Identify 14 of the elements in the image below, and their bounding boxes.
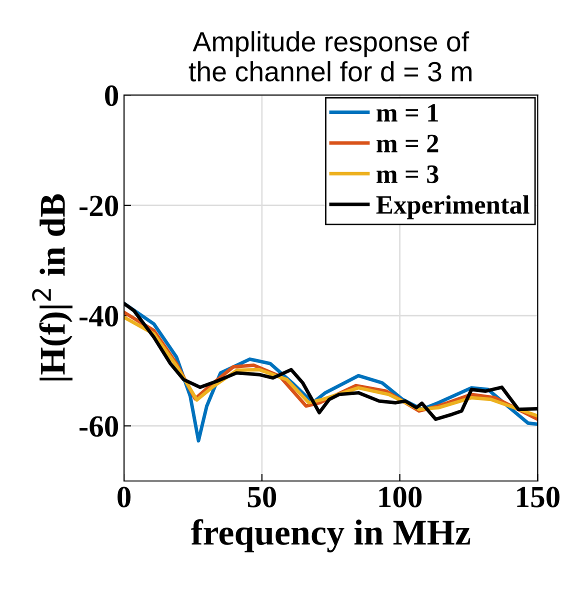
legend-label: Experimental: [376, 195, 530, 220]
x-tick-label: 50: [248, 486, 276, 508]
y-tick-label: -60: [80, 416, 118, 437]
chart-title: Amplitude response of the channel for d = 3 m: [188, 31, 472, 82]
legend-label: m = 3: [376, 165, 438, 184]
y-tick-label: -20: [80, 196, 118, 216]
x-tick-label: 100: [379, 486, 422, 508]
y-tick-label: -40: [80, 306, 118, 327]
x-axis-title: frequency in MHz: [191, 519, 470, 552]
y-tick-label: 0: [105, 85, 118, 106]
legend-label: m = 2: [376, 134, 438, 152]
y-axis-title: |H(f)|$^{2}$ in dB: [32, 194, 72, 380]
x-tick-label: 150: [517, 486, 560, 508]
legend-label: m = 1: [376, 104, 438, 122]
